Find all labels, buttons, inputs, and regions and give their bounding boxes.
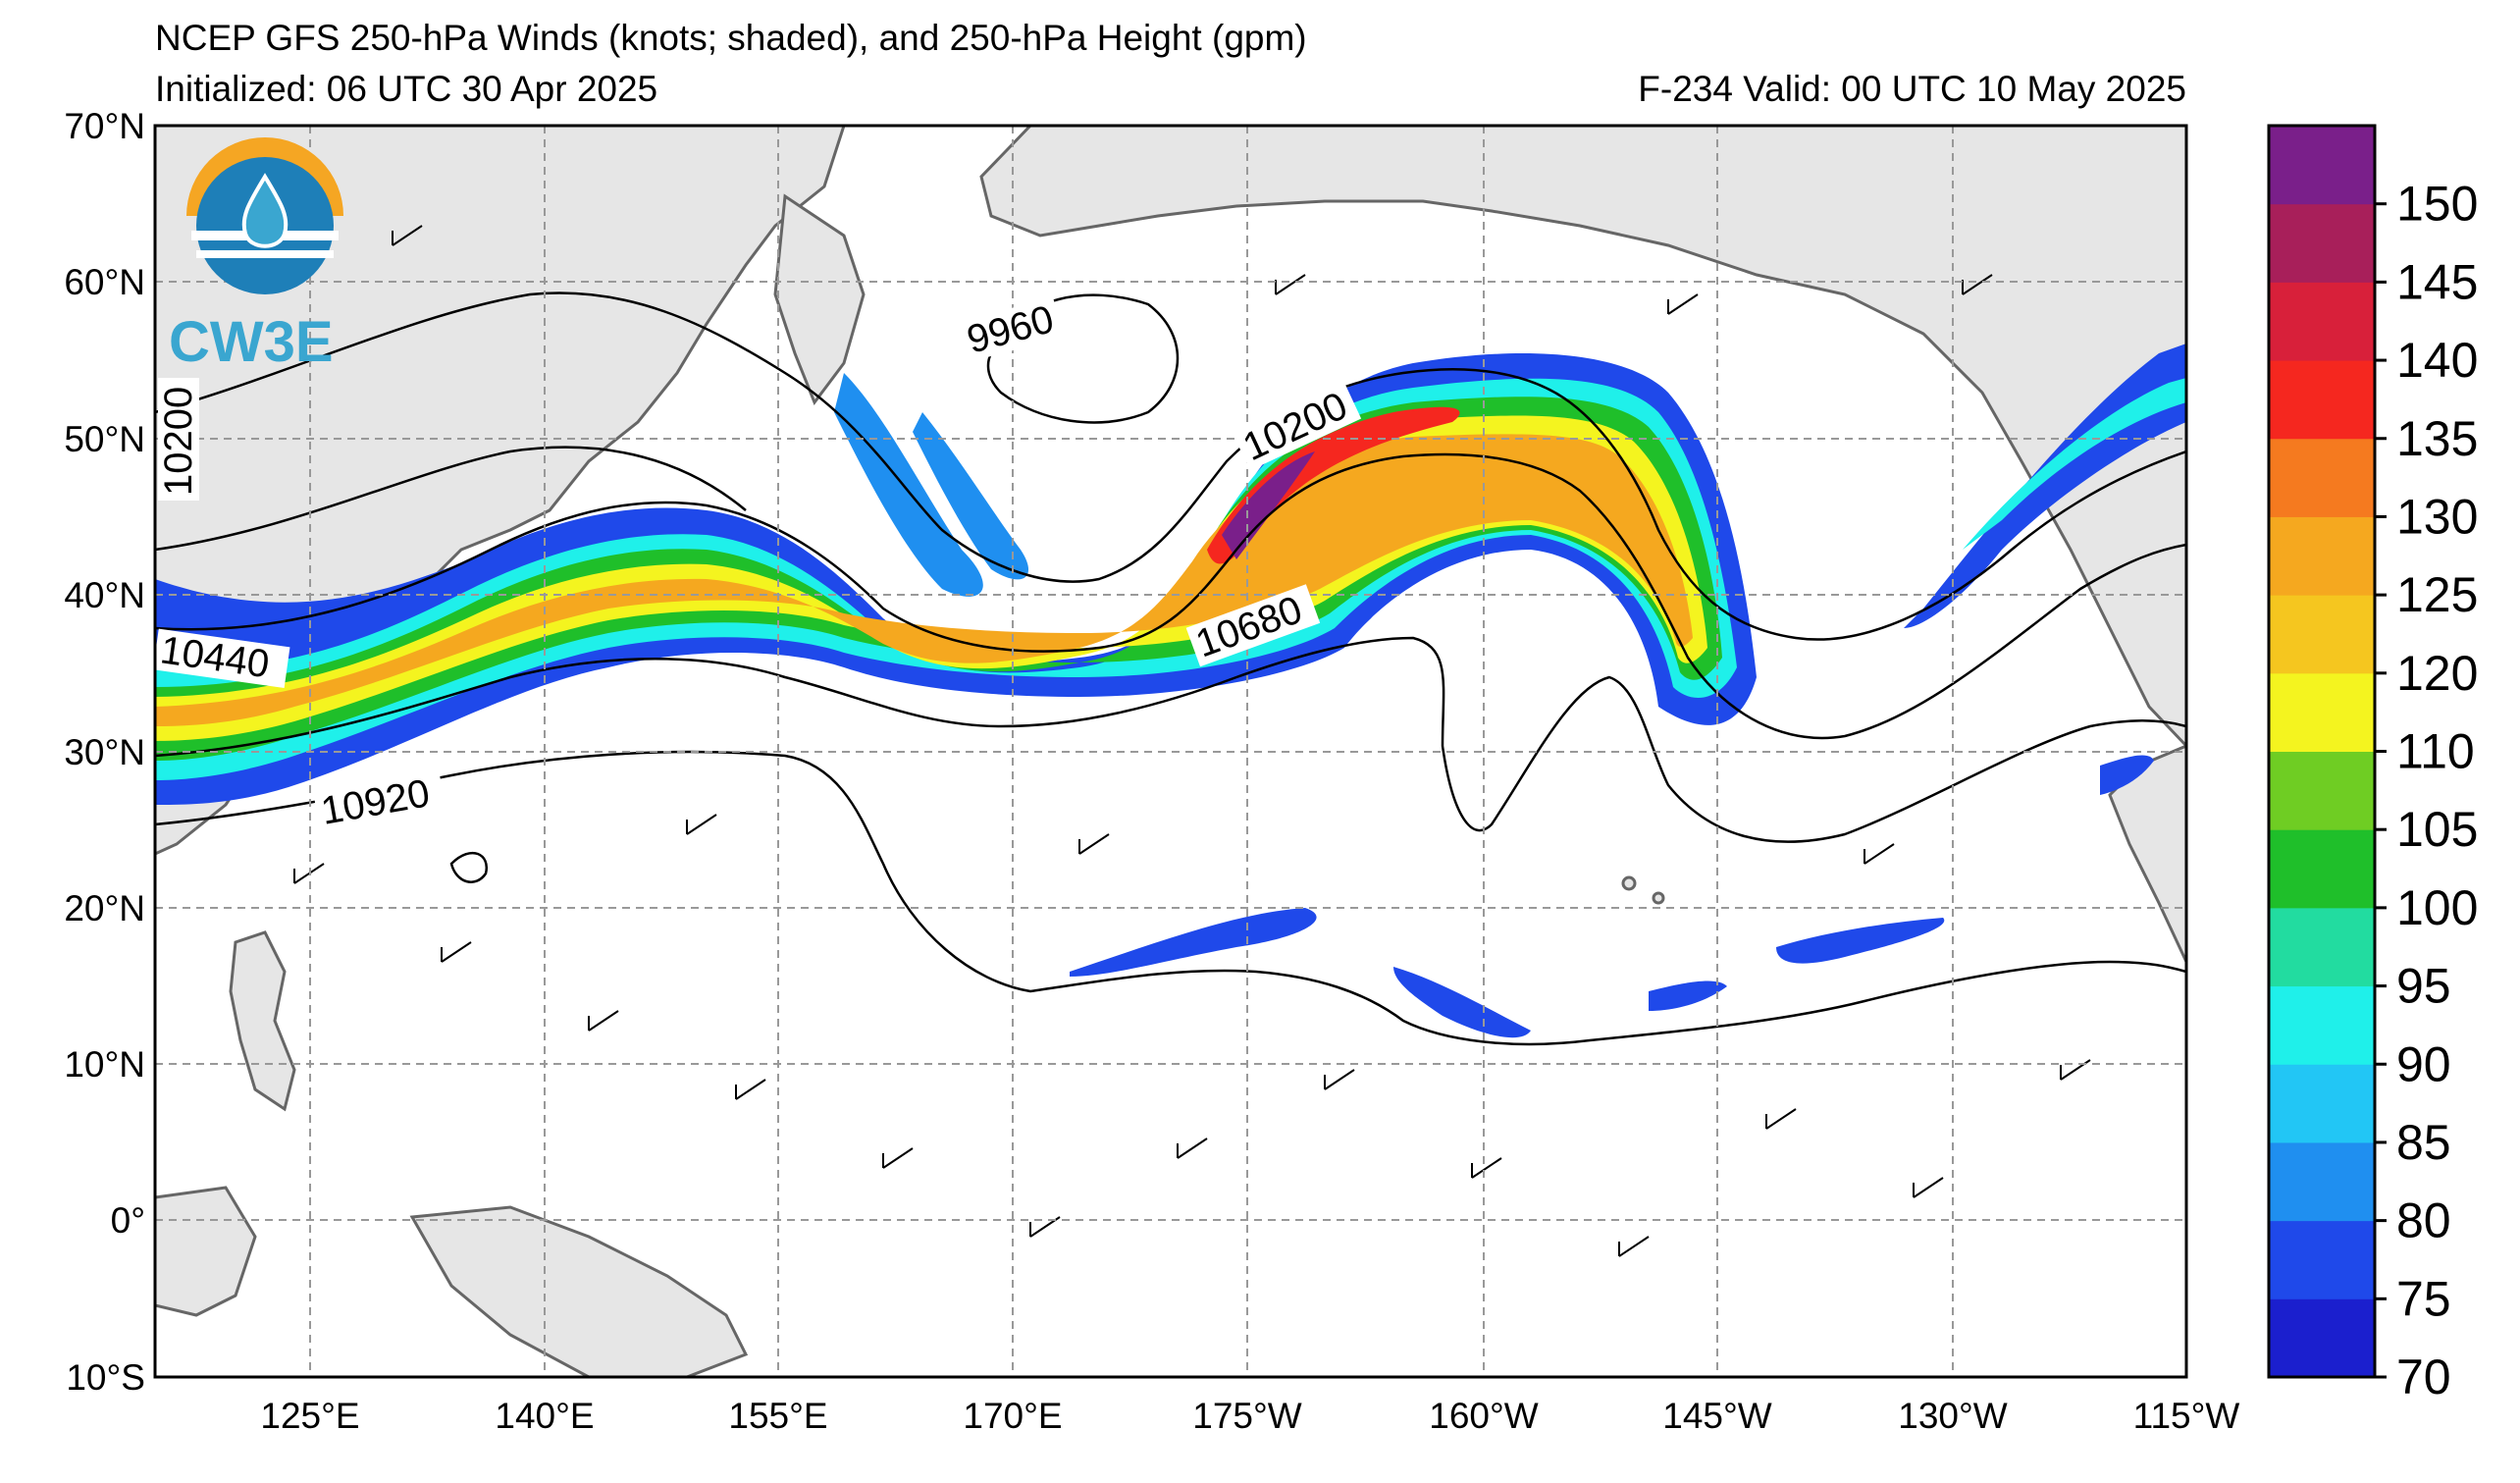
barb-16 [1864, 843, 1895, 865]
land-philippines [229, 930, 296, 1112]
colorbar-swatch [2269, 203, 2375, 283]
colorbar-label: 90 [2396, 1036, 2451, 1091]
colorbar-swatch [2269, 985, 2375, 1065]
logo-drop-icon [241, 173, 289, 248]
contour-extra [155, 446, 747, 552]
colorbar-swatch [2269, 1141, 2375, 1222]
barb-15 [1078, 833, 1110, 855]
jet-subtrop-1 [1070, 908, 1317, 977]
barb-8 [1324, 1069, 1355, 1090]
lat-label-10s: 10°S [66, 1357, 145, 1398]
lon-label-125e: 125°E [260, 1396, 359, 1436]
map-title: NCEP GFS 250-hPa Winds (knots; shaded), … [155, 18, 1307, 58]
barb-12 [1913, 1177, 1944, 1198]
colorbar-swatch [2269, 282, 2375, 361]
contour-10920 [155, 750, 2186, 1046]
lat-label-10n: 10°N [64, 1044, 145, 1085]
colorbar-swatch [2269, 1220, 2375, 1299]
barb-7 [1177, 1138, 1208, 1159]
colorbar-swatch [2269, 595, 2375, 674]
colorbar-label: 150 [2396, 177, 2478, 232]
lon-axis: 125°E 140°E 155°E 170°E 175°W 160°W 145°… [260, 1396, 2239, 1436]
colorbar-swatch [2269, 360, 2375, 440]
colorbar-label: 140 [2396, 333, 2478, 388]
jet-subtrop-5 [2100, 755, 2154, 795]
contour-10440 [155, 452, 2186, 740]
lon-label-130w: 130°W [1898, 1396, 2008, 1436]
lat-axis: 70°N 60°N 50°N 40°N 30°N 20°N 10°N 0° 10… [64, 106, 145, 1398]
colorbar-swatch [2269, 907, 2375, 987]
colorbar-label: 110 [2396, 724, 2475, 779]
lat-label-30n: 30°N [64, 732, 145, 772]
land-alaska [979, 126, 2186, 749]
land-hawaii-1 [1621, 875, 1637, 891]
colorbar-swatch [2269, 751, 2375, 830]
contour-10680 [155, 636, 2186, 843]
colorbar-swatch [2269, 126, 2375, 205]
colorbar-swatch [2269, 438, 2375, 517]
jet-east-inner [1963, 378, 2186, 550]
colorbar-label: 75 [2396, 1271, 2451, 1326]
barb-3 [588, 1010, 619, 1032]
contour-9960 [986, 293, 1180, 424]
barb-18 [1667, 293, 1699, 315]
land-hawaii-2 [1652, 891, 1665, 905]
lat-label-40n: 40°N [64, 575, 145, 615]
colorbar-label: 120 [2396, 646, 2478, 701]
map-frame [153, 124, 2188, 1379]
contour-label-10200-west: 10200 [157, 387, 200, 496]
lon-label-155e: 155°E [728, 1396, 827, 1436]
colorbar-label: 125 [2396, 567, 2478, 622]
lat-label-60n: 60°N [64, 262, 145, 302]
jet-west-orange [155, 434, 1693, 726]
map-layers: 9960 10200 10200 10440 10680 10920 [155, 126, 2186, 1377]
jet-subtrop-4 [1649, 980, 1727, 1011]
barb-4 [735, 1079, 766, 1100]
lat-label-20n: 20°N [64, 888, 145, 928]
logo-orange-arc [186, 137, 343, 216]
lon-label-140e: 140°E [495, 1396, 594, 1436]
colorbar-swatch [2269, 672, 2375, 752]
lon-label-175w: 175°W [1192, 1396, 1302, 1436]
colorbar-label: 100 [2396, 880, 2478, 935]
init-time: Initialized: 06 UTC 30 Apr 2025 [155, 69, 658, 109]
jet-central-purple [1222, 451, 1315, 559]
colorbar-swatch [2269, 1298, 2375, 1378]
logo-text: CW3E [169, 310, 334, 374]
jet-subtrop-2 [1393, 967, 1531, 1038]
barb-11 [1765, 1108, 1797, 1130]
jet-subtrop-3 [1776, 918, 1945, 964]
lon-label-115w: 115°W [2133, 1396, 2240, 1436]
colorbar-label: 105 [2396, 802, 2478, 857]
valid-time: F-234 Valid: 00 UTC 10 May 2025 [1638, 69, 2186, 109]
barb-2 [441, 941, 472, 963]
lon-label-170e: 170°E [963, 1396, 1062, 1436]
contour-ring [449, 852, 489, 883]
lon-label-160w: 160°W [1429, 1396, 1539, 1436]
barb-9 [1471, 1157, 1502, 1179]
colorbar-swatch [2269, 516, 2375, 596]
colorbar-label: 70 [2396, 1350, 2451, 1404]
lat-label-70n: 70°N [64, 106, 145, 146]
lat-label-50n: 50°N [64, 419, 145, 459]
barb-10 [1618, 1236, 1650, 1257]
barb-14 [686, 814, 717, 835]
colorbar-swatch [2269, 829, 2375, 909]
land-newguinea [409, 1205, 749, 1377]
colorbar-label: 85 [2396, 1115, 2451, 1170]
lat-label-0: 0° [111, 1200, 145, 1241]
colorbar-label: 130 [2396, 489, 2478, 544]
lon-label-145w: 145°W [1662, 1396, 1772, 1436]
colorbar-label: 95 [2396, 959, 2451, 1014]
colorbar-label: 135 [2396, 411, 2478, 466]
cw3e-logo: CW3E [169, 137, 343, 374]
barb-5 [882, 1147, 914, 1169]
colorbar-label: 80 [2396, 1193, 2451, 1248]
colorbar-label: 145 [2396, 254, 2478, 309]
colorbar: 70 75 80 85 90 95 100 105 110 120 125 130 135 140 145 1… [2267, 124, 2478, 1404]
barb-20 [392, 225, 423, 246]
jet-north-branch [834, 373, 1029, 597]
colorbar-swatch [2269, 1064, 2375, 1143]
